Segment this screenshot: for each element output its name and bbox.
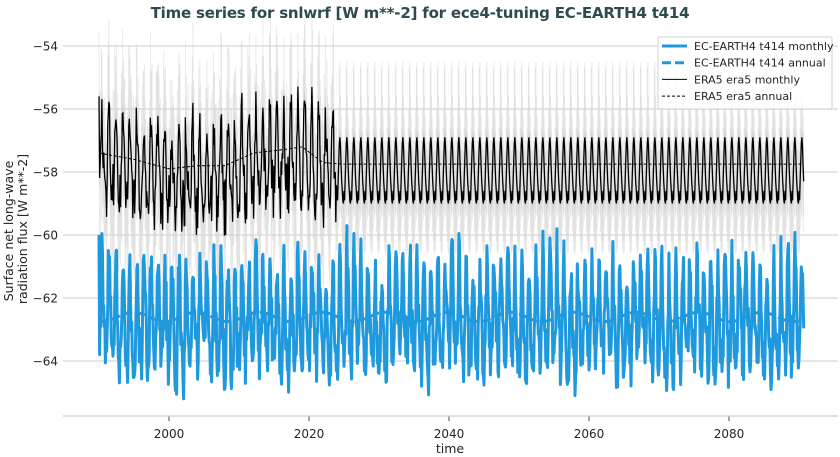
chart-title: Time series for snlwrf [W m**-2] for ece… [150, 4, 690, 22]
ec-earth4-annual-line [98, 310, 803, 324]
y-axis-ticks: −54 −56 −58 −60 −62 −64 [33, 40, 58, 369]
ec-earth4-series [97, 224, 806, 401]
x-tick-label: 2020 [294, 427, 325, 441]
y-tick-label: −64 [33, 355, 58, 369]
y-tick-label: −60 [33, 229, 58, 243]
era5-monthly-line [98, 86, 805, 236]
legend-label: ERA5 era5 annual [694, 90, 792, 103]
x-axis-ticks: 2000 2020 2040 2060 2080 [154, 416, 745, 441]
x-tick-label: 2040 [434, 427, 465, 441]
y-tick-label: −62 [33, 292, 58, 306]
legend: EC-EARTH4 t414 monthly EC-EARTH4 t414 ann… [657, 36, 834, 110]
legend-label: EC-EARTH4 t414 monthly [694, 40, 834, 53]
y-tick-label: −54 [33, 40, 58, 54]
y-tick-label: −58 [33, 166, 58, 180]
x-tick-label: 2060 [574, 427, 605, 441]
legend-box [657, 36, 833, 110]
y-tick-label: −56 [33, 103, 58, 117]
x-tick-label: 2080 [714, 427, 745, 441]
legend-label: ERA5 era5 monthly [694, 73, 800, 86]
era5-annual-line [98, 146, 803, 170]
ec-earth4-monthly-line [97, 224, 806, 401]
legend-label: EC-EARTH4 t414 annual [694, 57, 826, 70]
x-axis-label: time [436, 441, 465, 456]
y-axis-label: Surface net long-wave radiation flux [W … [1, 154, 30, 304]
x-tick-label: 2000 [154, 427, 185, 441]
era5-series [98, 86, 805, 236]
